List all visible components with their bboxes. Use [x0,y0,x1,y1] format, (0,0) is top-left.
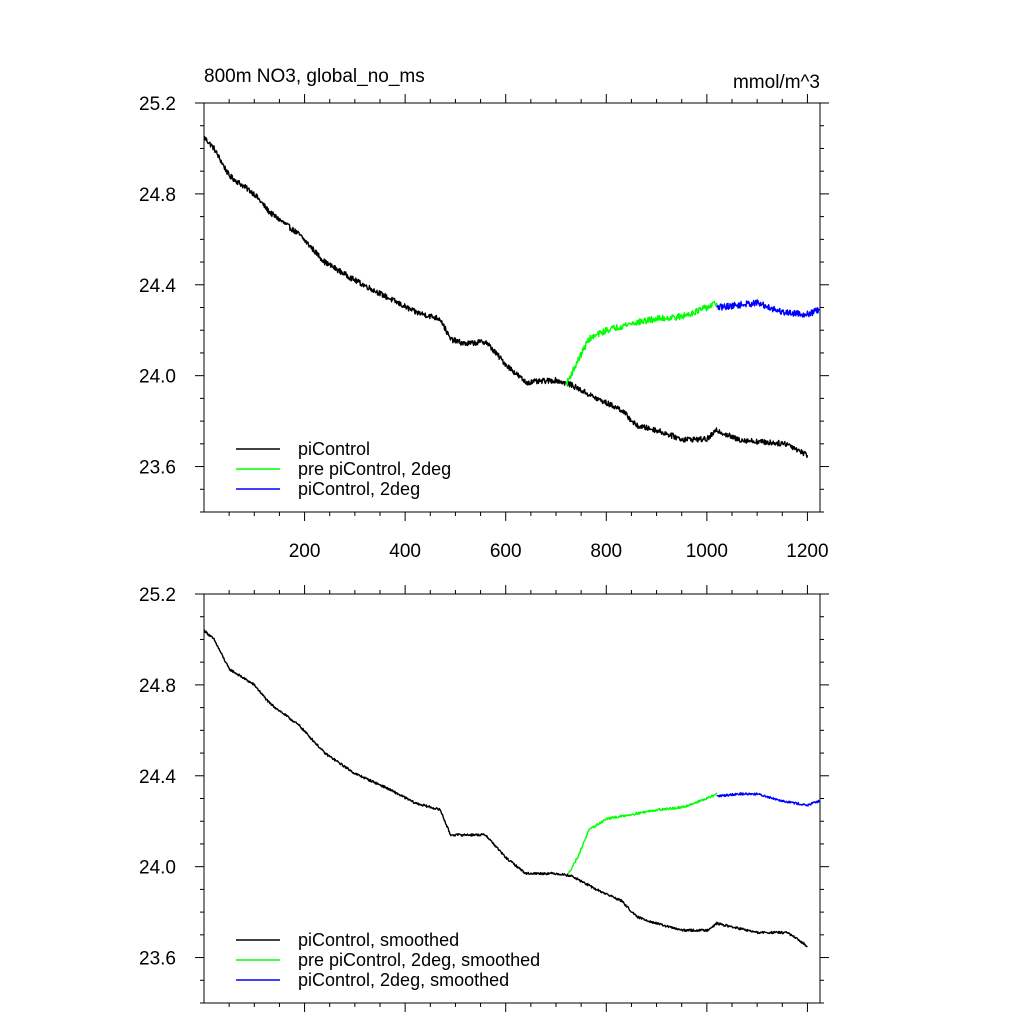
top-legend-label: pre piControl, 2deg [298,459,451,479]
units-label: mmol/m^3 [733,72,820,93]
bottom-y-tick-label: 24.0 [139,858,176,879]
top-legend-label: piControl [298,439,370,459]
top-y-tick-label: 24.8 [139,185,176,206]
top-y-tick-label: 24.4 [139,276,176,297]
top-y-tick-label: 23.6 [139,458,176,479]
bottom-legend-label: piControl, 2deg, smoothed [298,970,509,990]
bottom-y-tick-label: 25.2 [139,585,176,606]
top-x-tick-label: 200 [289,541,321,562]
top-x-tick-label: 800 [590,541,622,562]
top-y-tick-label: 25.2 [139,94,176,115]
bottom-series-line-1 [203,629,808,948]
top-series-line-2 [565,300,718,387]
top-y-tick-label: 24.0 [139,367,176,388]
top-x-tick-label: 600 [490,541,522,562]
bottom-series-line-3 [716,792,821,807]
top-legend-label: piControl, 2deg [298,479,420,499]
bottom-y-tick-label: 24.4 [139,767,176,788]
top-x-tick-label: 1000 [686,541,728,562]
top-series-line-1 [203,135,809,459]
bottom-y-tick-label: 24.8 [139,676,176,697]
bottom-legend-label: piControl, smoothed [298,930,459,950]
bottom-legend-label: pre piControl, 2deg, smoothed [298,950,540,970]
top-series-line-3 [716,299,821,318]
bottom-plot-frame [203,593,821,1004]
bottom-y-tick-label: 23.6 [139,949,176,970]
top-x-tick-label: 1200 [786,541,828,562]
top-panel: 23.6 24.0 24.4 24.8 25.2 200 400 600 800 1000 1200… [139,94,829,562]
bottom-series-line-2 [567,792,718,874]
chart-title: 800m NO3, global_no_ms [204,66,425,87]
top-x-tick-label: 400 [389,541,421,562]
